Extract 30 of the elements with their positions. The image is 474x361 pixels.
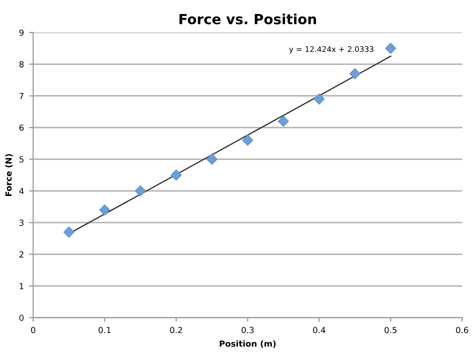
y-tick-label: 9 (19, 29, 24, 36)
point (170, 170, 182, 181)
y-tick-label: 0 (19, 314, 24, 321)
y-tick-label: 8 (19, 61, 24, 68)
y-tick-label: 1 (20, 283, 24, 290)
y-tick-label: 6 (19, 124, 24, 131)
point (63, 226, 74, 238)
x-axis-title: Position (m) (220, 340, 276, 348)
y-tick-label: 3 (19, 220, 24, 226)
point (314, 93, 325, 105)
x-tick-label: 0.4 (313, 326, 326, 334)
x-tick-label: 0.1 (98, 326, 111, 334)
x-tick-label: 0.5 (384, 326, 397, 334)
point (206, 154, 218, 165)
point (134, 185, 146, 196)
y-tick-label: 7 (20, 92, 24, 100)
x-tick-label: 0.6 (456, 326, 468, 334)
chart-title: Force vs. Position (180, 14, 316, 24)
x-tick-label: 0 (31, 326, 36, 334)
y-tick-label: 4 (19, 188, 24, 194)
point (242, 134, 254, 146)
point (349, 68, 360, 80)
point (278, 116, 289, 127)
x-tick-label: 0.3 (242, 326, 254, 334)
y-axis-title: Force (N) (5, 154, 13, 196)
point (385, 42, 396, 54)
point (99, 204, 110, 216)
y-tick-label: 5 (19, 156, 24, 163)
x-tick-label: 0.2 (170, 326, 182, 334)
y-tick-label: 2 (19, 251, 24, 258)
